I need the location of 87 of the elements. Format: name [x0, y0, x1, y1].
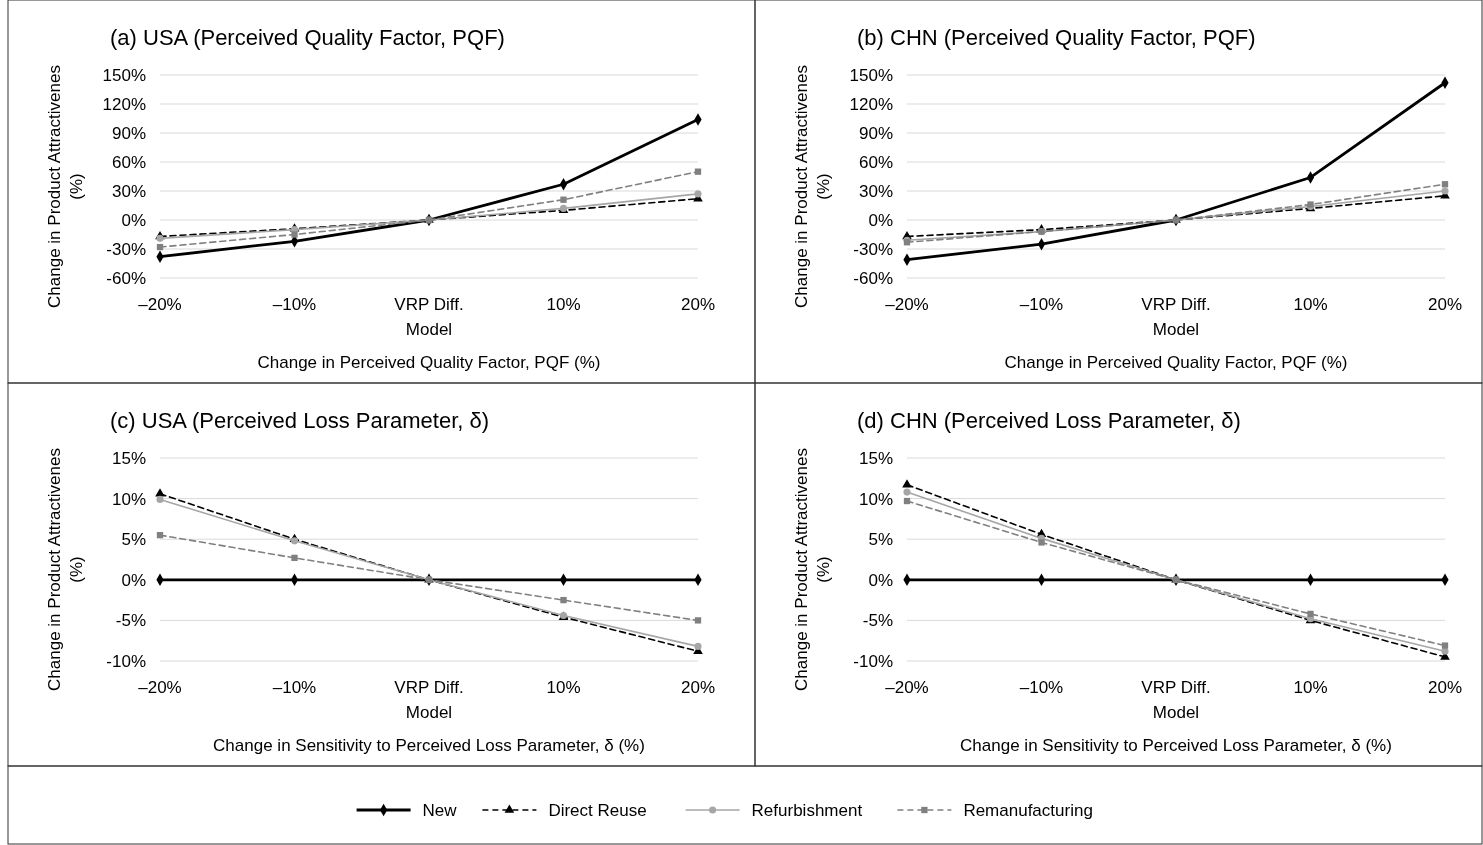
point — [1441, 187, 1449, 195]
x-tick-label: VRP Diff. Model — [394, 678, 464, 722]
x-tick-label: –20% — [138, 295, 182, 314]
y-tick-label: 0% — [121, 570, 146, 590]
y-tick-label: 30% — [111, 181, 146, 201]
y-tick-label: 30% — [858, 181, 893, 201]
y-tick-label: -5% — [862, 611, 893, 631]
x-tick-label: 10% — [546, 678, 581, 697]
point — [1038, 539, 1045, 546]
x-tick-label: VRP Diff. Model — [1141, 678, 1211, 722]
point — [560, 596, 567, 604]
point — [1441, 642, 1449, 649]
point — [156, 243, 164, 251]
point — [694, 617, 702, 624]
point — [156, 234, 164, 242]
point — [694, 168, 702, 175]
point — [291, 231, 298, 238]
point — [1307, 610, 1314, 618]
y-axis-title: Change in Product Attractivenes (%) — [792, 448, 833, 691]
point — [560, 196, 567, 203]
x-axis-title: Change in Sensitivity to Perceived Loss Parameter, δ (%) — [960, 736, 1392, 755]
y-tick-label: -10% — [106, 651, 146, 671]
x-tick-label: VRP Diff. Model — [394, 295, 464, 339]
x-tick-label: VRP Diff. Model — [1141, 295, 1211, 339]
x-tick-label: 10% — [546, 295, 581, 314]
y-tick-label: -60% — [853, 268, 893, 288]
y-axis-title: Change in Product Attractivenes (%) — [792, 65, 833, 308]
y-tick-label: -30% — [106, 239, 146, 259]
point — [902, 479, 912, 488]
x-axis-title: Change in Perceived Quality Factor, PQF (%) — [257, 353, 601, 372]
y-tick-label: -30% — [853, 239, 893, 259]
chart-title: (d) CHN (Perceived Loss Parameter, δ) — [857, 408, 1241, 433]
y-tick-label: 120% — [849, 94, 893, 114]
x-axis-title: Change in Sensitivity to Perceived Loss Parameter, δ (%) — [213, 736, 645, 755]
point — [903, 488, 911, 496]
point — [155, 488, 165, 497]
legend-label: Remanufacturing — [963, 800, 1093, 820]
x-tick-label: 20% — [680, 295, 716, 314]
y-tick-label: 90% — [111, 123, 146, 143]
point — [291, 554, 298, 562]
x-tick-label: 20% — [1427, 678, 1463, 697]
x-tick-label: –20% — [885, 295, 929, 314]
y-axis-title: Change in Product Attractivenes (%) — [45, 65, 86, 308]
point — [694, 190, 702, 198]
y-tick-label: -60% — [106, 268, 146, 288]
y-tick-label: 10% — [111, 489, 146, 509]
x-tick-label: –20% — [138, 678, 182, 697]
y-tick-label: 150% — [849, 65, 893, 85]
point — [1441, 181, 1449, 188]
y-tick-label: 15% — [111, 448, 146, 468]
x-tick-label: 20% — [680, 678, 716, 697]
x-tick-label: 10% — [1293, 678, 1328, 697]
chart-title: (b) CHN (Perceived Quality Factor, PQF) — [857, 25, 1256, 50]
legend-label: Refurbishment — [751, 800, 863, 820]
point — [694, 642, 702, 650]
point — [156, 495, 164, 503]
x-tick-label: 10% — [1293, 295, 1328, 314]
x-tick-label: –10% — [1019, 295, 1064, 314]
y-tick-label: 90% — [858, 123, 893, 143]
y-tick-label: -5% — [115, 611, 146, 631]
x-tick-label: –10% — [272, 678, 317, 697]
x-tick-label: –10% — [272, 295, 317, 314]
legend-label: Direct Reuse — [548, 800, 647, 820]
y-tick-label: 15% — [858, 448, 893, 468]
chart-title: (c) USA (Perceived Loss Parameter, δ) — [110, 408, 490, 433]
y-tick-label: 5% — [121, 530, 146, 550]
point — [156, 531, 164, 539]
x-axis-title: Change in Perceived Quality Factor, PQF (%) — [1004, 353, 1348, 372]
x-tick-label: –10% — [1019, 678, 1064, 697]
x-tick-label: –20% — [885, 678, 929, 697]
chart-title: (a) USA (Perceived Quality Factor, PQF) — [110, 25, 505, 50]
y-tick-label: 60% — [111, 152, 146, 172]
y-tick-label: 0% — [868, 210, 893, 230]
y-tick-label: 0% — [868, 570, 893, 590]
y-tick-label: 5% — [868, 530, 893, 550]
y-tick-label: 0% — [121, 210, 146, 230]
y-tick-label: 150% — [102, 65, 146, 85]
legend-label: New — [422, 800, 458, 820]
y-tick-label: -10% — [853, 651, 893, 671]
y-tick-label: 10% — [858, 489, 893, 509]
point — [1441, 647, 1449, 655]
point — [290, 537, 299, 545]
y-tick-label: 120% — [102, 94, 146, 114]
y-axis-title: Change in Product Attractivenes (%) — [45, 448, 86, 691]
x-tick-label: 20% — [1427, 295, 1463, 314]
y-tick-label: 60% — [858, 152, 893, 172]
point — [903, 497, 911, 505]
